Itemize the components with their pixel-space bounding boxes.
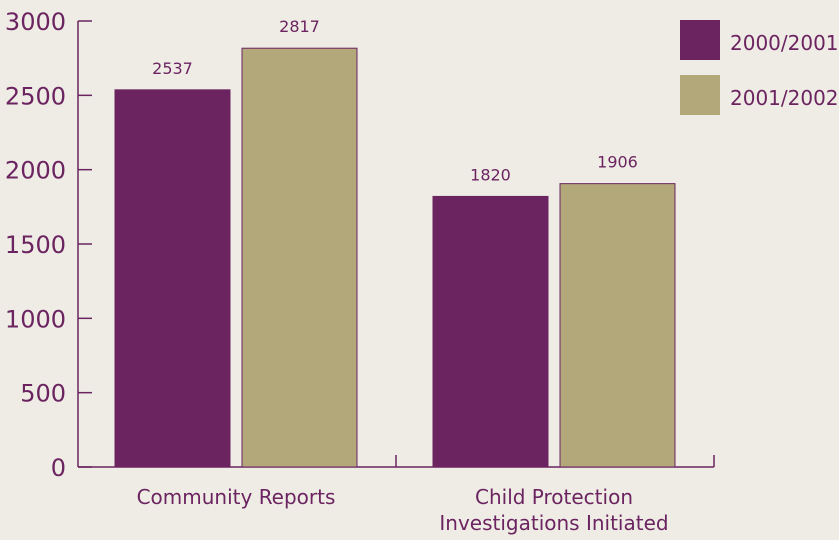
bar-2-1 bbox=[432, 195, 549, 468]
y-tick-label-5: 2500 bbox=[5, 82, 66, 110]
y-tick-label-0: 0 bbox=[51, 454, 66, 482]
data-label-1-2: 2817 bbox=[279, 17, 320, 36]
bars bbox=[114, 47, 676, 468]
y-tick-label-3: 1500 bbox=[5, 231, 66, 259]
labels: 2537 2817 Community Reports 1820 1906 Child P… bbox=[137, 17, 669, 535]
y-tick-label-6: 3000 bbox=[5, 8, 66, 36]
legend-label-2: 2001/2002 bbox=[730, 86, 839, 110]
legend-swatch-1 bbox=[680, 20, 720, 60]
x-category-label-2-line-2: Investigations Initiated bbox=[439, 511, 668, 535]
data-label-1-1: 2537 bbox=[152, 59, 193, 78]
legend: 2000/2001 2001/2002 bbox=[680, 20, 839, 115]
data-label-2-1: 1820 bbox=[470, 165, 511, 184]
y-tick-label-2: 1000 bbox=[5, 305, 66, 333]
legend-label-1: 2000/2001 bbox=[730, 31, 839, 55]
bar-1-2 bbox=[241, 47, 358, 468]
bar-1-1 bbox=[114, 89, 231, 468]
data-label-2-2: 1906 bbox=[597, 153, 638, 172]
axes: 0 500 1000 1500 2000 2500 3000 bbox=[5, 8, 715, 482]
legend-swatch-2 bbox=[680, 75, 720, 115]
y-tick-label-1: 500 bbox=[20, 380, 66, 408]
x-category-label-2-line-1: Child Protection bbox=[475, 485, 633, 509]
bar-2-2 bbox=[559, 183, 676, 468]
y-tick-label-4: 2000 bbox=[5, 157, 66, 185]
x-category-label-1: Community Reports bbox=[137, 485, 336, 509]
